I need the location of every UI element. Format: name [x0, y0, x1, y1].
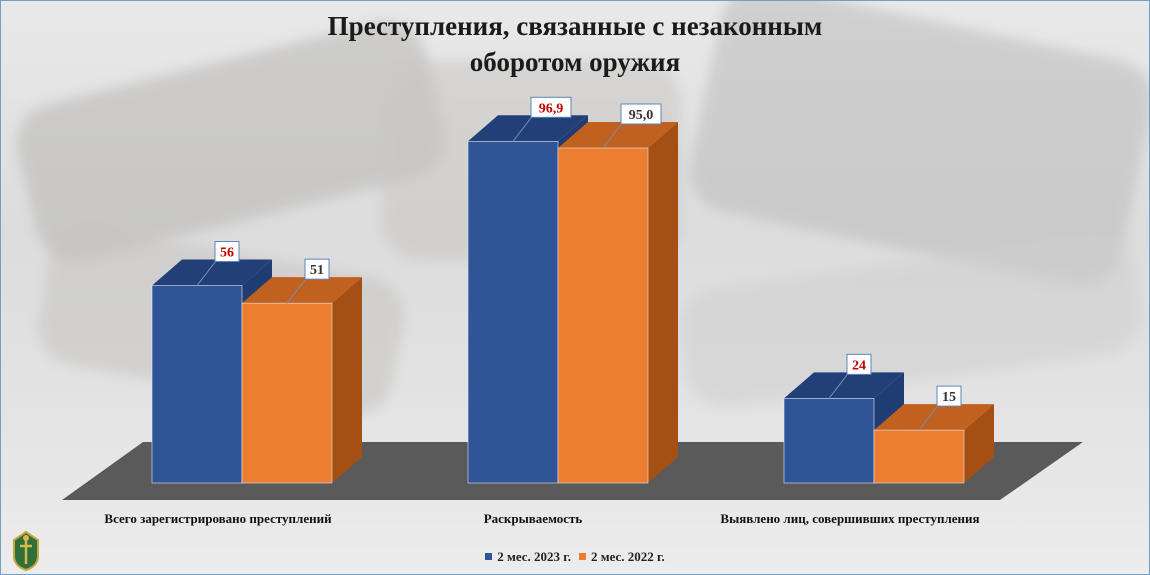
bar-top — [874, 404, 994, 431]
category-label: Всего зарегистрировано преступлений — [104, 511, 332, 526]
data-label: 15 — [942, 390, 956, 405]
data-label-box — [846, 353, 872, 375]
legend: 2 мес. 2023 г. 2 мес. 2022 г. — [0, 548, 1150, 565]
bar-side — [332, 277, 362, 483]
data-label: 96,9 — [539, 101, 564, 116]
data-label-leader — [602, 121, 624, 149]
bar-top — [152, 259, 272, 286]
data-label-box — [214, 241, 240, 263]
data-label-leader — [286, 276, 308, 304]
bar-top — [784, 372, 904, 399]
bar — [783, 398, 875, 484]
legend-swatch — [579, 553, 586, 560]
category-label: Раскрываемость — [484, 511, 583, 526]
data-label-leader — [196, 259, 218, 286]
data-label: 51 — [310, 263, 324, 278]
bar — [467, 141, 559, 484]
chart-title-line-1: Преступления, связанные с незаконным — [327, 11, 823, 41]
data-label-box — [936, 385, 962, 407]
bar — [241, 302, 333, 484]
legend-swatch — [485, 553, 493, 560]
bar — [151, 285, 243, 484]
chart-title-line-2: оборотом оружия — [469, 47, 681, 77]
bar — [557, 147, 649, 484]
bar-side — [964, 404, 994, 483]
bar-top — [558, 122, 678, 148]
bar-top — [468, 115, 588, 142]
data-label: 24 — [852, 358, 866, 373]
category-label: Выявлено лиц, совершивших преступления — [720, 511, 979, 526]
data-label-leader — [828, 372, 850, 399]
data-label-box — [530, 96, 572, 118]
bar-top — [242, 277, 362, 304]
bar — [873, 429, 965, 484]
data-label-leader — [512, 114, 534, 142]
legend-label: 2 мес. 2022 г. — [591, 548, 665, 564]
data-label: 56 — [220, 246, 234, 261]
data-label-box — [620, 103, 662, 125]
legend-label: 2 мес. 2023 г. — [497, 548, 571, 564]
data-label: 95,0 — [629, 108, 654, 123]
data-label-box — [304, 258, 330, 280]
bar-side — [648, 122, 678, 483]
data-label-leader — [918, 403, 940, 431]
chart-title: Преступления, связанные с незаконным обо… — [0, 8, 1150, 80]
legend-item: 2 мес. 2022 г. — [579, 549, 665, 565]
legend-item: 2 мес. 2023 г. — [485, 549, 571, 565]
prosecutor-emblem-icon — [13, 530, 39, 572]
